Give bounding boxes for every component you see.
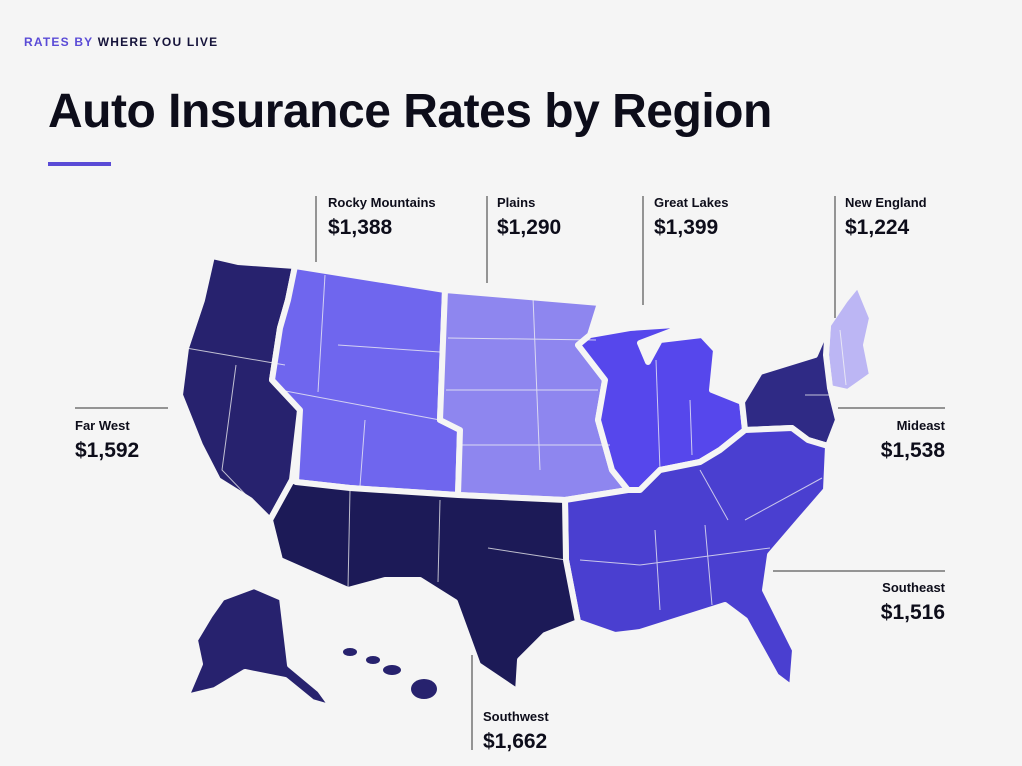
region-rocky-mountains <box>269 263 463 498</box>
label-great-lakes: Great Lakes $1,399 <box>654 195 728 240</box>
region-name: Mideast <box>896 418 945 433</box>
label-plains: Plains $1,290 <box>497 195 561 240</box>
region-rate: $1,290 <box>497 216 562 239</box>
label-rocky-mountains: Rocky Mountains $1,388 <box>328 195 436 240</box>
region-rate: $1,388 <box>328 216 393 239</box>
title-underline <box>48 162 111 166</box>
region-hawaii <box>343 648 437 699</box>
label-new-england: New England $1,224 <box>845 195 927 240</box>
region-name: Plains <box>497 195 536 210</box>
region-name: Southeast <box>882 580 945 595</box>
region-rate: $1,592 <box>75 439 140 462</box>
region-name: Rocky Mountains <box>328 195 436 210</box>
region-rate: $1,399 <box>654 216 719 239</box>
label-mideast: Mideast $1,538 <box>881 418 945 463</box>
leader-lines <box>75 196 945 750</box>
region-name: Southwest <box>483 709 549 724</box>
region-rate: $1,516 <box>880 601 945 624</box>
eyebrow-accent: RATES BY <box>24 35 94 49</box>
eyebrow-rest: WHERE YOU LIVE <box>97 35 219 49</box>
region-new-england <box>823 281 875 395</box>
region-southwest <box>267 477 581 695</box>
region-mideast <box>739 322 841 449</box>
region-rate: $1,224 <box>845 216 910 239</box>
region-rate: $1,662 <box>483 730 548 753</box>
region-name: New England <box>845 195 927 210</box>
label-far-west: Far West $1,592 <box>75 418 139 463</box>
label-southeast: Southeast $1,516 <box>881 580 945 625</box>
state-borders <box>185 274 847 611</box>
page-title: Auto Insurance Rates by Region <box>48 85 772 138</box>
region-alaska <box>183 583 336 711</box>
region-name: Far West <box>75 418 130 433</box>
region-rate: $1,538 <box>880 439 945 462</box>
eyebrow: RATES BY WHERE YOU LIVE <box>24 35 218 49</box>
label-southwest: Southwest $1,662 <box>483 709 549 754</box>
region-name: Great Lakes <box>654 195 729 210</box>
